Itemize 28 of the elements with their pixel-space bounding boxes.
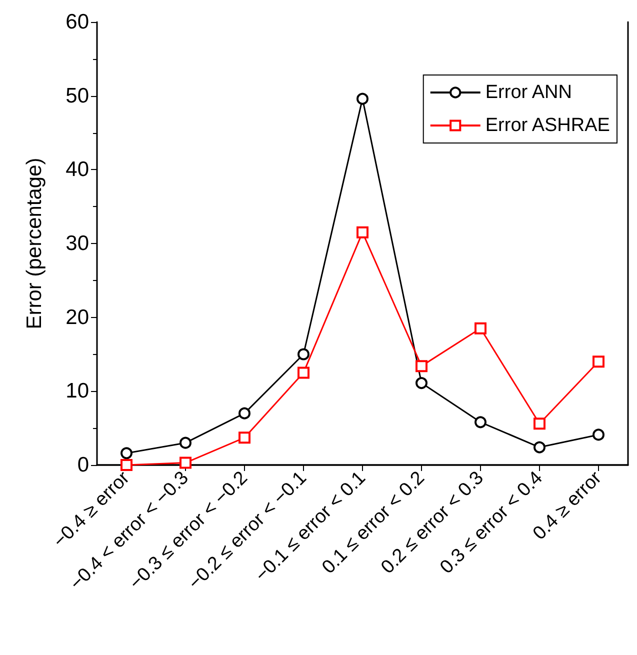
point xyxy=(356,226,368,238)
point xyxy=(120,459,132,471)
legend-label: Error ASHRAE xyxy=(485,115,610,136)
y-tick-label: 60 xyxy=(66,10,89,34)
point xyxy=(416,360,428,372)
y-tick-label: 10 xyxy=(66,380,89,403)
point xyxy=(534,441,546,454)
point xyxy=(238,432,250,444)
y-tick-label: 40 xyxy=(66,158,89,182)
point xyxy=(592,356,604,368)
point xyxy=(298,348,310,360)
y-tick-label: 20 xyxy=(66,306,89,329)
point xyxy=(356,92,368,105)
point xyxy=(474,322,486,334)
point xyxy=(592,428,604,441)
point xyxy=(180,456,192,469)
point xyxy=(416,377,428,390)
point xyxy=(238,407,250,420)
point xyxy=(180,436,192,449)
y-axis-title: Error (percentage) xyxy=(23,158,46,330)
y-tick-label: 50 xyxy=(66,84,89,108)
point xyxy=(298,366,310,379)
legend-label: Error ANN xyxy=(485,82,572,103)
point xyxy=(474,416,486,428)
y-tick-label: 0 xyxy=(77,454,89,476)
point xyxy=(120,447,132,460)
y-tick-label: 30 xyxy=(66,232,89,255)
point xyxy=(534,418,546,430)
